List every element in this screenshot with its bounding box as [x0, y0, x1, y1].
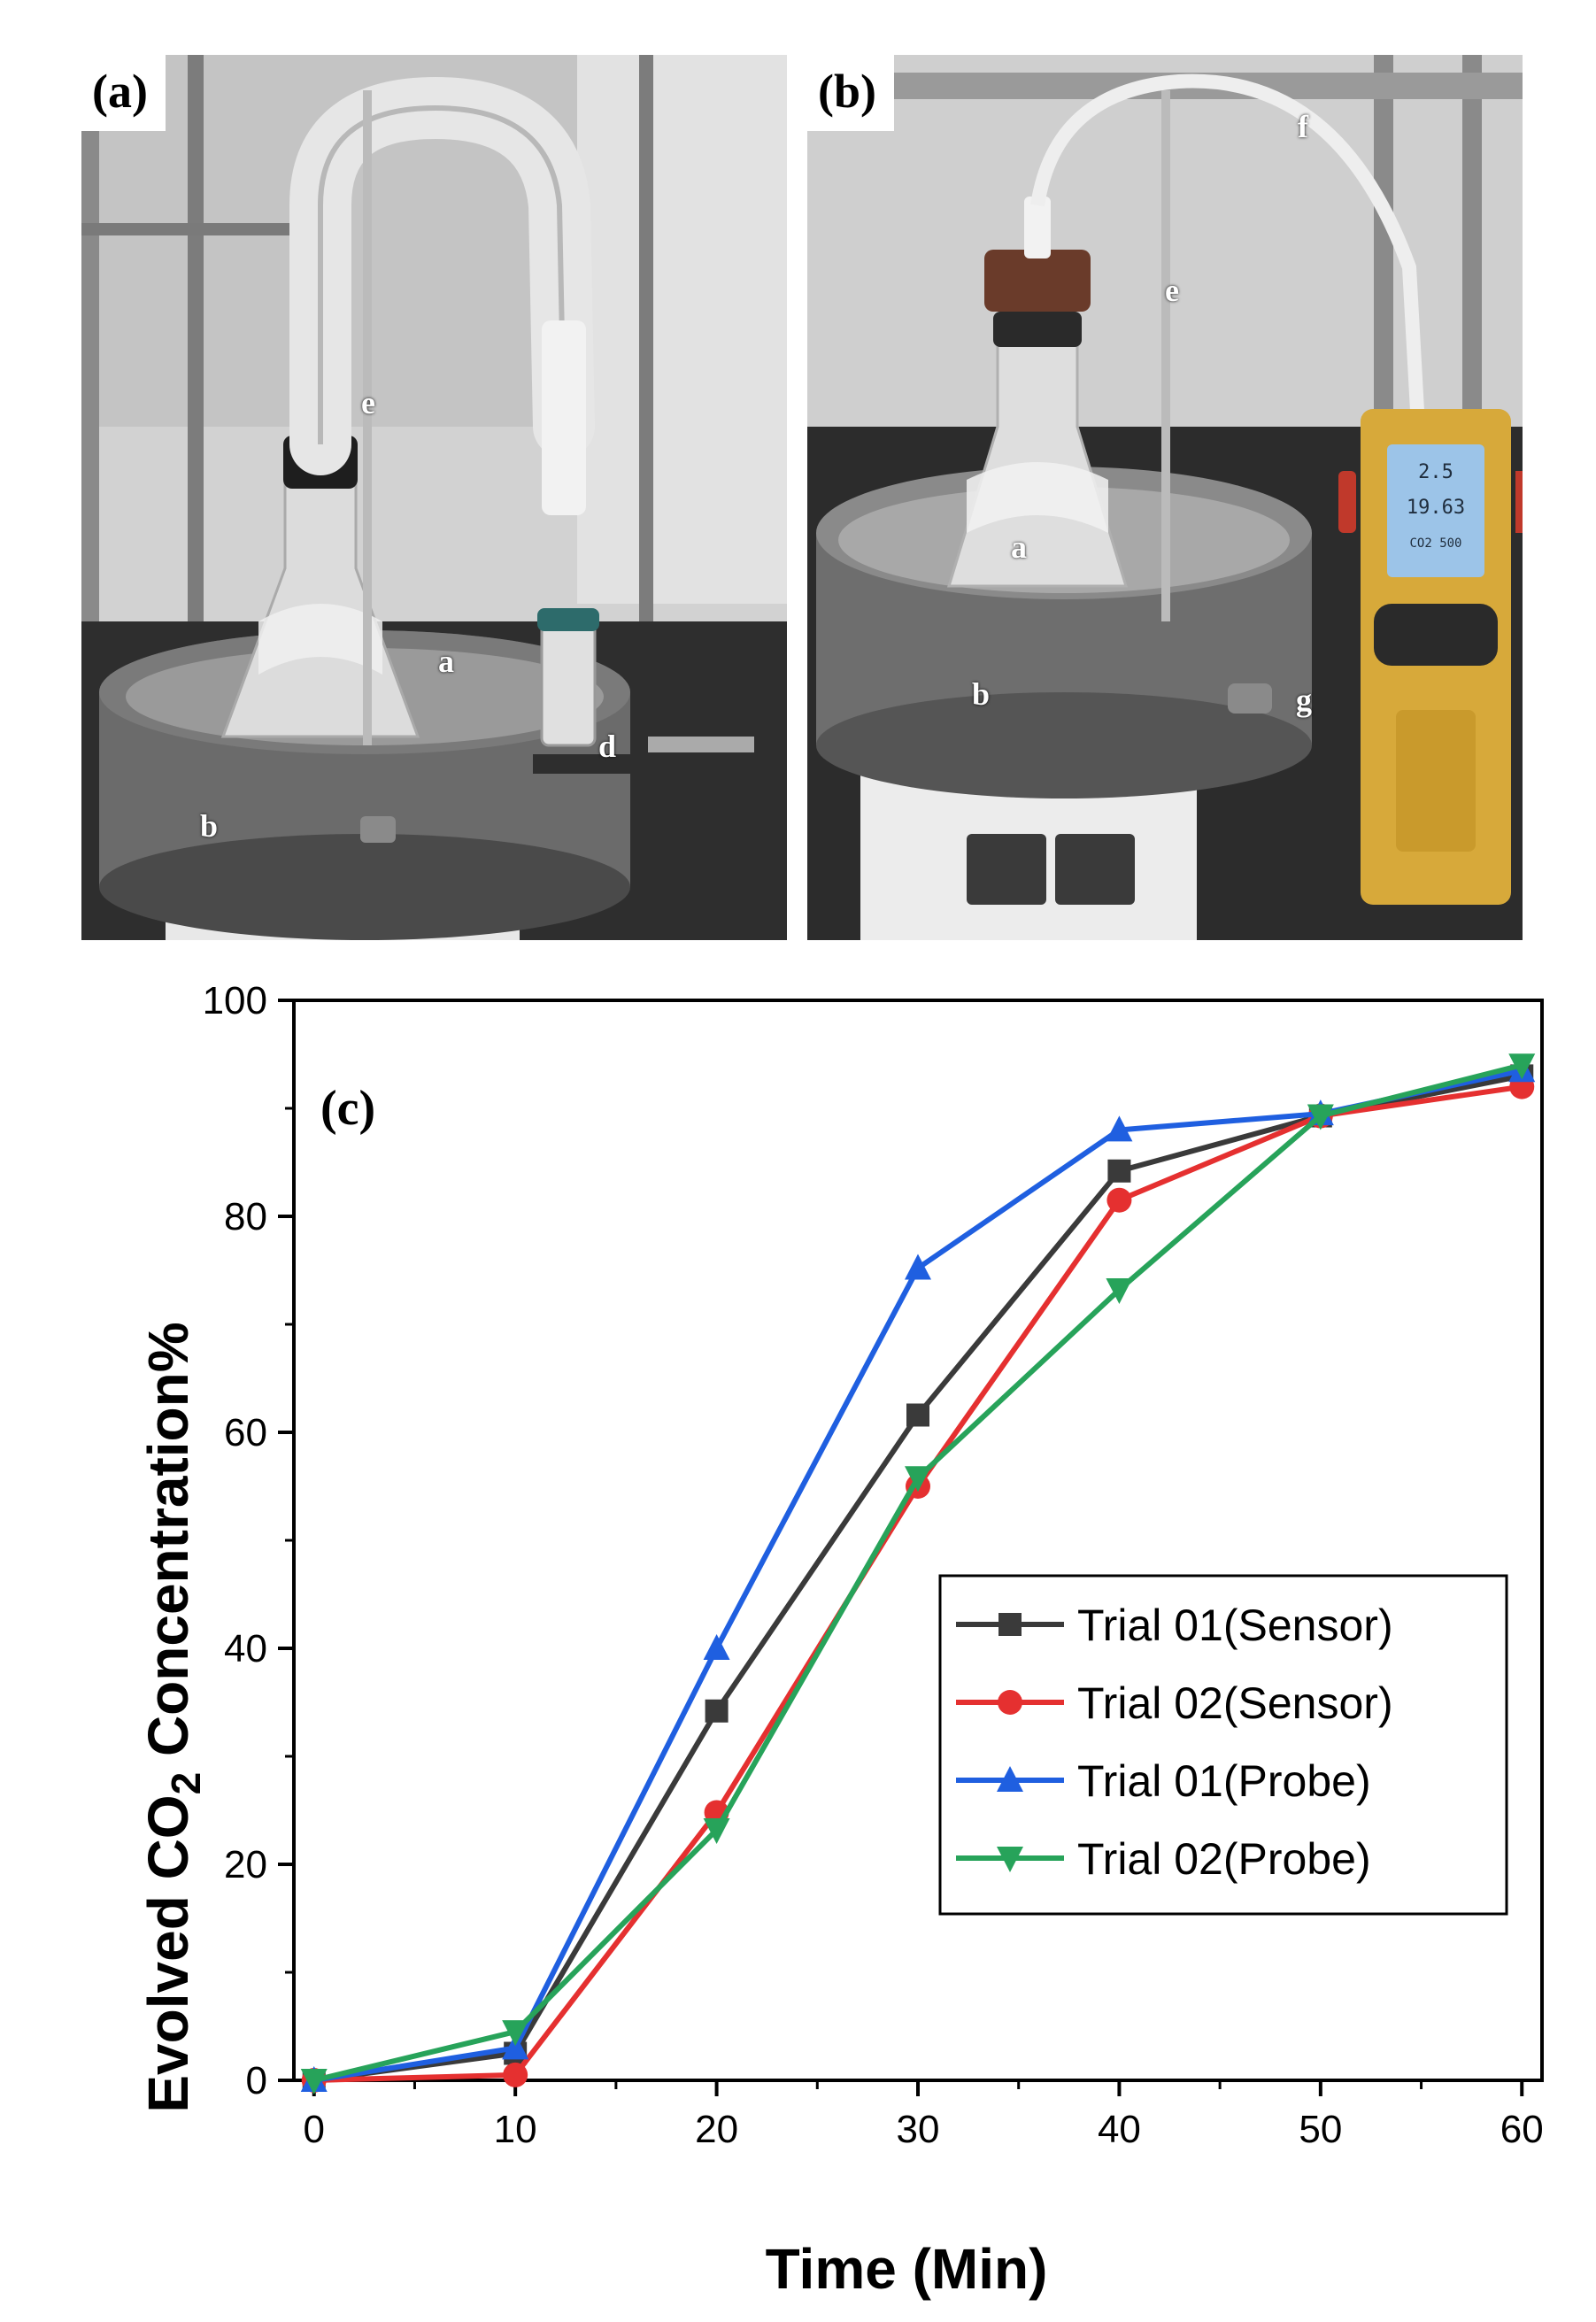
- label-b-flask: a: [1011, 529, 1027, 565]
- label-b-thermometer: e: [1165, 273, 1179, 308]
- label-a-bath: b: [200, 808, 219, 844]
- legend-swatch-marker: [997, 1847, 1023, 1872]
- x-tick-label: 10: [494, 2108, 537, 2151]
- data-point: [1106, 1115, 1133, 1142]
- label-a-flask: a: [438, 644, 454, 679]
- series-3: [300, 1056, 1536, 2092]
- panel-c-letter: (c): [320, 1081, 375, 1136]
- series-line: [313, 1062, 1523, 2083]
- x-tick-label: 0: [303, 2108, 324, 2151]
- data-point: [300, 2069, 328, 2094]
- line-chart: 0 10 20 30 40 50 60 0 20 40 60 80 100 Trial 01(Senso…: [136, 979, 1544, 2301]
- photo-panel-a: (a) a e d b: [81, 55, 787, 940]
- data-point: [705, 1699, 729, 1723]
- data-point: [1307, 1104, 1334, 1130]
- y-tick-label: 100: [203, 979, 267, 1022]
- y-axis-title: Evolved CO2 Concentration%: [136, 1322, 209, 2112]
- x-tick-label: 40: [1098, 2108, 1141, 2151]
- label-b-bath: b: [972, 676, 991, 712]
- label-b-tube: f: [1298, 109, 1308, 144]
- meter-screen: 2.5 19.63 CO2 500: [1392, 455, 1480, 561]
- data-point: [905, 1254, 931, 1280]
- chart-panel-c: 0 10 20 30 40 50 60 0 20 40 60 80 100 Trial 01(Senso…: [81, 965, 1596, 2322]
- legend-entry-label: Trial 02(Probe): [1077, 1834, 1371, 1884]
- panel-a-letter: (a): [81, 55, 166, 131]
- x-tick-label: 60: [1500, 2108, 1544, 2151]
- data-point: [503, 2062, 528, 2087]
- photo-panel-b: (b) a b e f g 2.5 19.63 CO2 500: [807, 55, 1523, 940]
- label-a-trap: d: [598, 729, 617, 764]
- series-layer: [300, 1053, 1536, 2094]
- plot-frame: [292, 999, 1544, 2082]
- data-point: [1106, 1277, 1133, 1304]
- label-a-thermometer: e: [361, 385, 375, 420]
- legend-entry-label: Trial 01(Sensor): [1077, 1601, 1393, 1650]
- y-tick-label: 0: [246, 2059, 267, 2102]
- data-point: [1508, 1053, 1536, 1080]
- data-point: [703, 1817, 730, 1844]
- x-tick-label: 50: [1299, 2108, 1342, 2151]
- y-tick-label: 60: [224, 1411, 267, 1454]
- legend: Trial 01(Sensor) Trial 02(Sensor) Trial 01…: [938, 1574, 1508, 1916]
- series-4: [300, 1053, 1536, 2094]
- legend-swatch-marker: [998, 1690, 1022, 1715]
- data-point: [703, 1634, 730, 1660]
- x-tick-label: 30: [897, 2108, 940, 2151]
- data-point: [1106, 1187, 1132, 1213]
- meter-line-1: 2.5: [1418, 461, 1453, 483]
- lab-setup-illustration-a: [81, 55, 787, 940]
- meter-line-2: 19.63: [1406, 497, 1466, 519]
- meter-line-3: CO2 500: [1409, 536, 1462, 551]
- data-point: [502, 2020, 529, 2047]
- y-tick-label: 40: [224, 1627, 267, 1670]
- legend-swatch-marker: [997, 1766, 1023, 1792]
- legend-swatch-marker: [998, 1613, 1022, 1636]
- y-tick-label: 80: [224, 1195, 267, 1238]
- lab-setup-illustration-b: [807, 55, 1523, 940]
- data-point: [1107, 1159, 1131, 1183]
- x-tick-label: 20: [695, 2108, 738, 2151]
- data-point: [502, 2033, 529, 2060]
- data-point: [905, 1466, 931, 1493]
- data-point: [906, 1403, 929, 1427]
- axes: 0 10 20 30 40 50 60 0 20 40 60 80 100: [203, 979, 1544, 2151]
- label-b-meter: g: [1296, 683, 1312, 718]
- legend-entry-label: Trial 02(Sensor): [1077, 1678, 1393, 1728]
- legend-entry-label: Trial 01(Probe): [1077, 1756, 1371, 1806]
- x-axis-title: Time (Min): [766, 2237, 1048, 2301]
- y-tick-label: 20: [224, 1843, 267, 1886]
- panel-b-letter: (b): [807, 55, 894, 131]
